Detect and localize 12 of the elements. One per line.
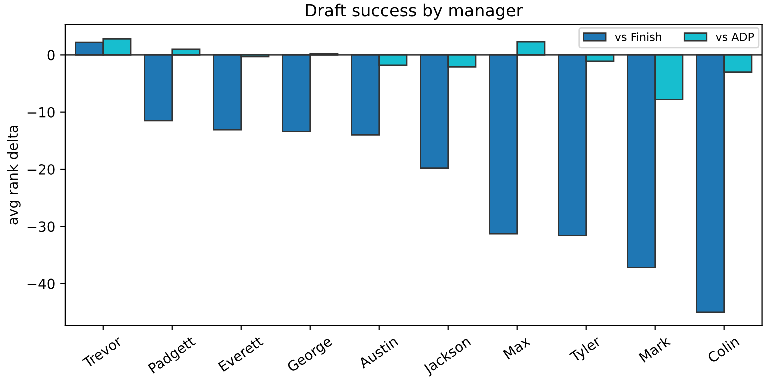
y-axis-title: avg rank delta <box>7 126 21 225</box>
legend-label: vs Finish <box>615 32 662 42</box>
y-tick-label: −40 <box>28 278 55 290</box>
legend-label: vs ADP <box>716 33 754 42</box>
y-tick-label: −30 <box>28 222 55 232</box>
y-tick-label: −10 <box>28 107 55 118</box>
chart-title: Draft success by manager <box>306 4 524 20</box>
x-tick-label: Tyler <box>569 335 604 366</box>
x-tick-label: Colin <box>706 336 740 364</box>
y-tick-label: 0 <box>48 50 55 61</box>
y-tick-label: −20 <box>28 164 55 175</box>
x-tick-label: Max <box>503 336 532 360</box>
